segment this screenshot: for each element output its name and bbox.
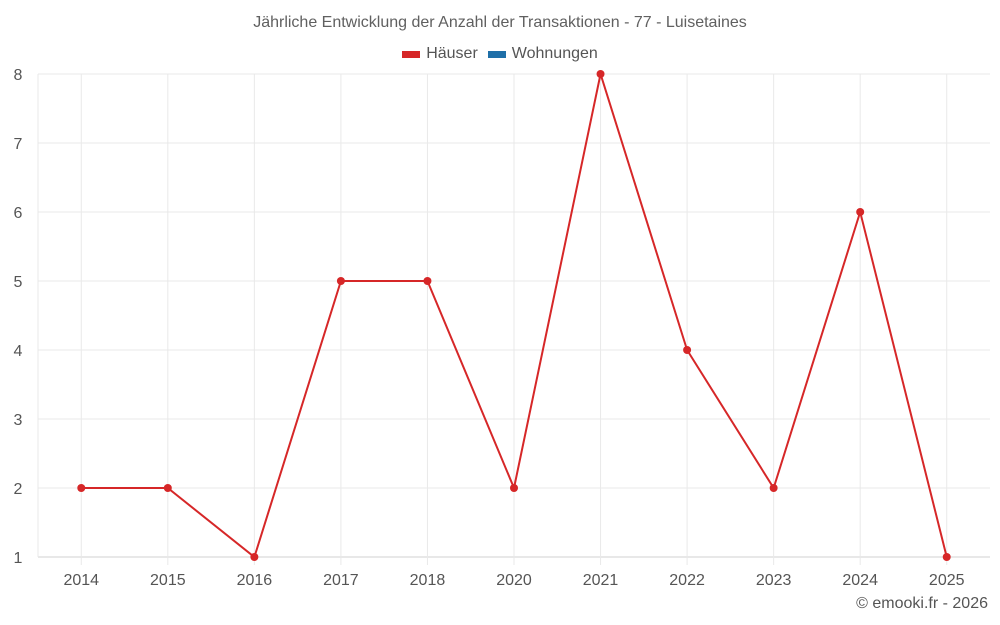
data-point[interactable] xyxy=(942,553,951,561)
x-tick-label: 2021 xyxy=(583,572,619,589)
chart-title: Jährliche Entwicklung der Anzahl der Tra… xyxy=(253,14,747,31)
data-point[interactable] xyxy=(596,70,605,78)
legend-item-apartments[interactable]: Wohnungen xyxy=(487,45,598,63)
data-point[interactable] xyxy=(163,484,172,492)
apartments-swatch-icon xyxy=(487,50,506,58)
legend-label-houses: Häuser xyxy=(426,45,478,62)
chart-legend: Häuser Wohnungen xyxy=(0,45,1000,63)
data-point[interactable] xyxy=(769,484,778,492)
x-tick-label: 2020 xyxy=(496,572,532,589)
y-tick-label: 7 xyxy=(14,136,23,153)
y-tick-label: 5 xyxy=(14,274,23,291)
copyright-credit: © emooki.fr - 2026 xyxy=(856,595,988,612)
x-tick-label: 2025 xyxy=(929,572,965,589)
x-tick-label: 2018 xyxy=(410,572,446,589)
x-tick-label: 2017 xyxy=(323,572,359,589)
y-tick-label: 3 xyxy=(14,412,23,429)
y-tick-label: 2 xyxy=(14,481,23,498)
x-tick-label: 2016 xyxy=(237,572,273,589)
houses-swatch-icon xyxy=(402,50,421,58)
y-tick-label: 4 xyxy=(14,343,23,360)
data-point[interactable] xyxy=(250,553,259,561)
data-point[interactable] xyxy=(510,484,518,492)
data-point[interactable] xyxy=(423,277,432,285)
data-point[interactable] xyxy=(856,208,865,216)
legend-item-houses[interactable]: Häuser xyxy=(402,45,478,63)
x-tick-label: 2022 xyxy=(669,572,705,589)
y-tick-label: 6 xyxy=(14,205,23,222)
y-tick-label: 1 xyxy=(14,550,23,567)
x-tick-label: 2015 xyxy=(150,572,186,589)
x-tick-label: 2014 xyxy=(63,572,99,589)
data-point[interactable] xyxy=(336,277,345,285)
x-tick-label: 2023 xyxy=(756,572,792,589)
data-point[interactable] xyxy=(683,346,692,354)
data-point[interactable] xyxy=(77,484,86,492)
x-tick-label: 2024 xyxy=(842,572,878,589)
y-tick-label: 8 xyxy=(14,67,23,84)
legend-label-apartments: Wohnungen xyxy=(511,45,598,62)
